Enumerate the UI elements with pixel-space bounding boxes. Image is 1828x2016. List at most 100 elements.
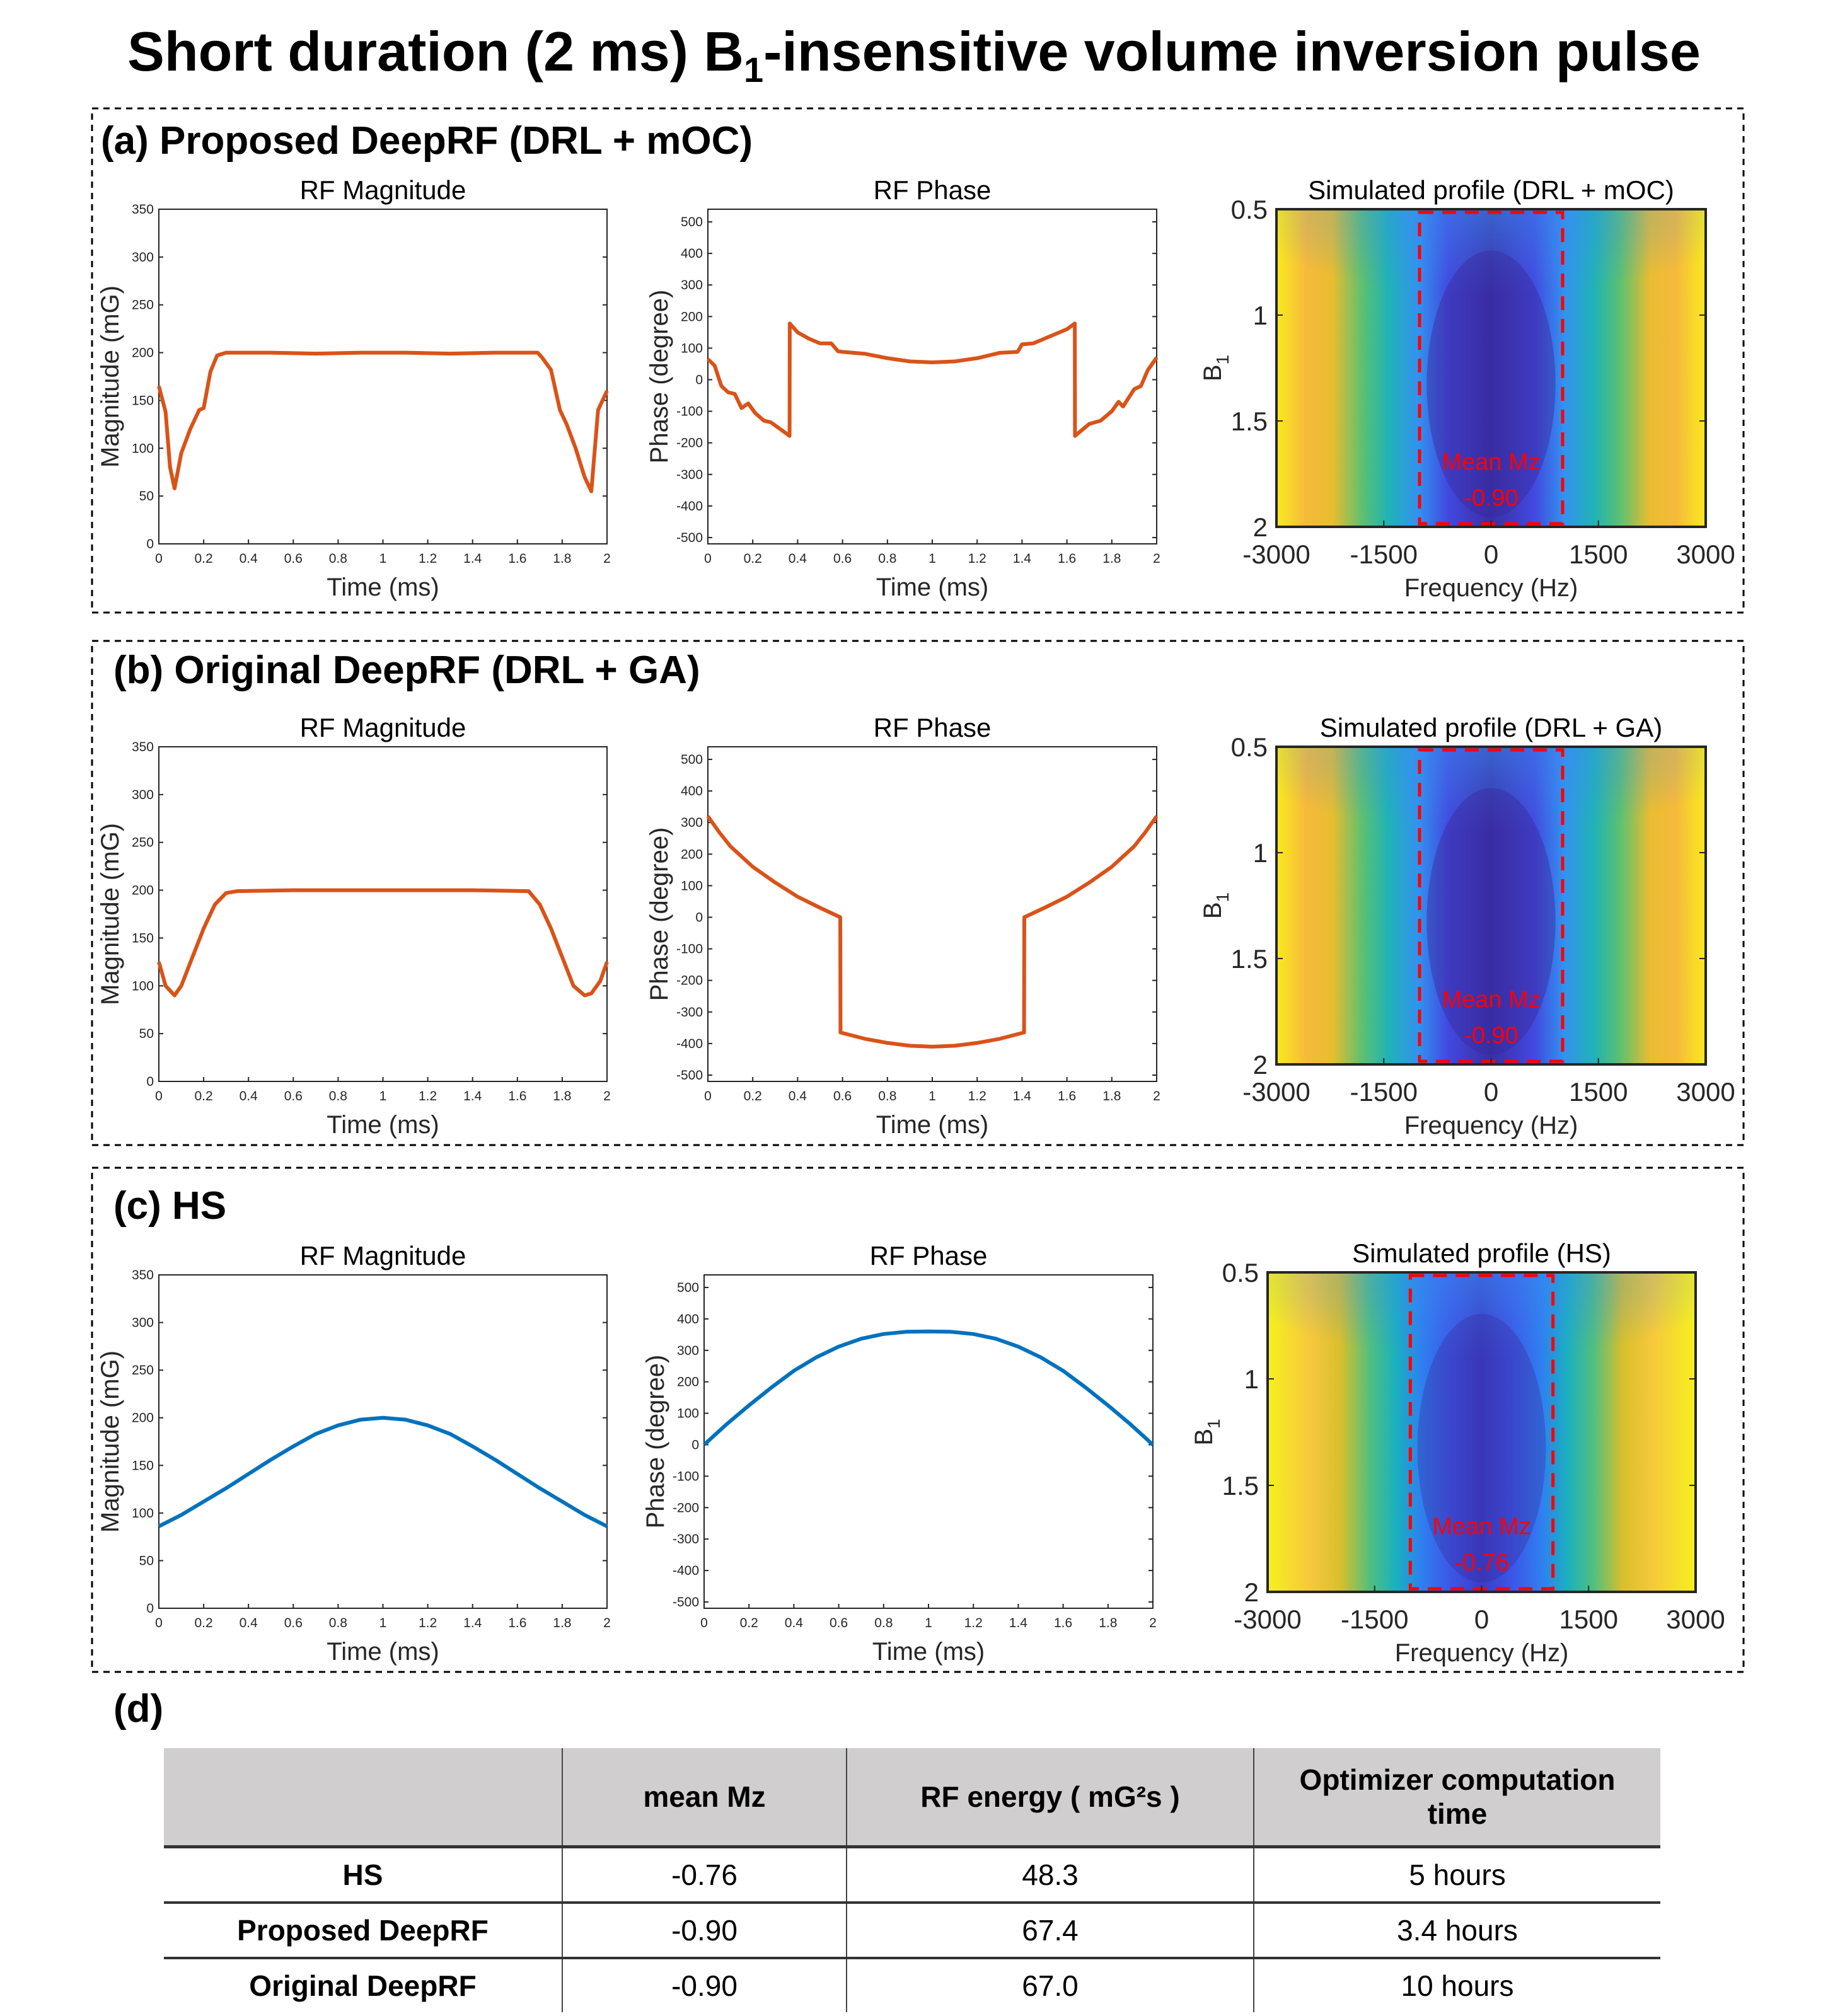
y-tick-label: 50 [139, 1027, 154, 1041]
x-tick-label: 1.4 [463, 1089, 482, 1103]
x-tick-label: -3000 [1242, 539, 1310, 569]
x-tick-label: 0 [1484, 1077, 1498, 1107]
x-tick-label: 1.2 [419, 551, 437, 566]
y-tick-label: 200 [677, 1375, 699, 1390]
x-tick-label: -3000 [1234, 1604, 1301, 1634]
cell-time: 3.4 hours [1253, 1903, 1660, 1959]
chart-title: RF Phase [874, 175, 992, 205]
header-blank [164, 1748, 562, 1848]
x-tick-label: 1.8 [1102, 551, 1121, 566]
y-axis-label: B1 [1199, 355, 1232, 381]
y-tick-label: 150 [132, 393, 154, 408]
y-tick-label: 1 [1253, 301, 1268, 330]
x-tick-label: 0.4 [789, 551, 807, 566]
y-axis-label: B1 [1199, 892, 1232, 919]
chart-title: RF Magnitude [300, 713, 466, 742]
y-tick-label: 0.5 [1222, 1258, 1259, 1287]
y-tick-label: 500 [681, 215, 703, 229]
x-tick-label: 1 [928, 551, 936, 566]
x-axis-label: Time (ms) [872, 1638, 985, 1666]
chart-title: RF Magnitude [300, 1241, 466, 1270]
x-tick-label: 1.6 [1058, 1089, 1076, 1103]
a-mag-chart: 0 0.2 0.4 0.6 0.8 1 1.2 1.4 1.6 1.8 2 0 50 100 150 200 2… [96, 175, 611, 601]
roi-value: -0.90 [1464, 485, 1519, 511]
y-tick-label: 1.5 [1222, 1471, 1259, 1500]
x-tick-label: 0.2 [194, 1089, 212, 1103]
y-axis-label: Magnitude (mG) [96, 285, 124, 468]
x-tick-label: 1.2 [968, 551, 986, 566]
x-tick-label: 0.8 [874, 1616, 893, 1630]
y-tick-label: 1.5 [1231, 406, 1268, 436]
x-tick-label: 1 [379, 551, 387, 566]
x-tick-label: 1.2 [964, 1616, 983, 1630]
x-tick-label: 3000 [1676, 1077, 1735, 1107]
axes-box [707, 746, 1157, 1082]
series-line [706, 321, 1159, 438]
y-tick-label: 100 [132, 979, 154, 993]
y-tick-label: 50 [139, 1553, 154, 1568]
y-axis-label: Phase (degree) [642, 1355, 669, 1529]
y-axis-label: Magnitude (mG) [96, 1351, 124, 1533]
x-tick-label: 0.8 [878, 1089, 896, 1103]
roi-label: Mean Mz [1442, 986, 1540, 1013]
y-tick-label: 2 [1244, 1577, 1259, 1607]
axes-box [158, 746, 608, 1082]
series-line [702, 1329, 1155, 1446]
y-axis-label-subscript: 1 [1204, 1419, 1223, 1429]
x-tick-label: 0.2 [194, 1616, 212, 1630]
y-tick-label: 2 [1253, 512, 1268, 542]
y-tick-label: 200 [132, 884, 154, 898]
cell-time: 10 hours [1253, 1958, 1660, 2012]
y-tick-label: 1.5 [1231, 944, 1268, 974]
header-mean-mz: mean Mz [562, 1748, 847, 1848]
x-tick-label: 0.2 [744, 1089, 762, 1103]
x-tick-label: 1.4 [463, 1616, 482, 1630]
x-tick-label: 1.4 [1009, 1616, 1028, 1630]
y-tick-label: 200 [681, 309, 703, 324]
y-tick-label: 400 [681, 246, 703, 261]
x-axis-label: Time (ms) [876, 1111, 988, 1139]
x-tick-label: 3000 [1676, 539, 1735, 569]
x-tick-label: -1500 [1350, 539, 1418, 569]
x-axis-label: Time (ms) [327, 1638, 439, 1666]
x-tick-label: 2 [1153, 1089, 1160, 1103]
y-axis-label-subscript: 1 [1213, 892, 1232, 902]
x-tick-label: 2 [1149, 1616, 1157, 1630]
x-tick-label: 0.8 [878, 551, 896, 566]
profile-heatmap-shading [1268, 1272, 1696, 1417]
x-tick-label: 1.2 [419, 1089, 437, 1103]
y-axis-label-text: B [1199, 902, 1227, 919]
x-tick-label: 0 [155, 551, 163, 566]
x-tick-label: -3000 [1242, 1077, 1310, 1107]
x-tick-label: 0.6 [830, 1616, 848, 1630]
y-tick-label: -100 [676, 405, 703, 419]
y-tick-label: 0 [695, 373, 703, 388]
chart-title: RF Phase [874, 713, 992, 742]
chart-title: RF Magnitude [300, 175, 466, 205]
charts: 0 0.2 0.4 0.6 0.8 1 1.2 1.4 1.6 1.8 20501001502002… [96, 175, 1735, 1667]
x-axis-label: Time (ms) [876, 573, 988, 601]
x-tick-label: 1.6 [1058, 551, 1076, 566]
y-axis-label-subscript: 1 [1213, 355, 1232, 365]
x-tick-label: 0.2 [194, 551, 212, 566]
x-tick-label: 1 [925, 1616, 932, 1630]
chart-title: Simulated profile (HS) [1352, 1238, 1611, 1268]
x-tick-label: 0.6 [284, 1616, 303, 1630]
x-tick-label: 1.6 [508, 1616, 526, 1630]
roi-label: Mean Mz [1442, 449, 1540, 475]
y-axis-label-text: B [1199, 364, 1227, 381]
y-axis-label: B1 [1190, 1419, 1223, 1445]
cell-mean-mz: -0.90 [562, 1903, 847, 1959]
x-axis-label: Frequency (Hz) [1404, 1112, 1578, 1139]
y-tick-label: 50 [139, 489, 154, 504]
c-mag-chart: 0 0.2 0.4 0.6 0.8 1 1.2 1.4 1.6 1.8 2 0 50 100 150 200 2… [96, 1241, 611, 1666]
x-tick-label: 0.8 [329, 1616, 347, 1630]
chart-title: RF Phase [870, 1241, 988, 1270]
y-tick-label: 250 [132, 298, 154, 313]
y-tick-label: 350 [132, 202, 154, 217]
y-tick-label: 0 [691, 1437, 699, 1452]
table-row: Original DeepRF -0.90 67.0 10 hours [164, 1958, 1660, 2012]
y-tick-label: -300 [673, 1532, 699, 1547]
x-tick-label: 0.8 [329, 1089, 347, 1103]
y-tick-label: 2 [1253, 1050, 1268, 1080]
